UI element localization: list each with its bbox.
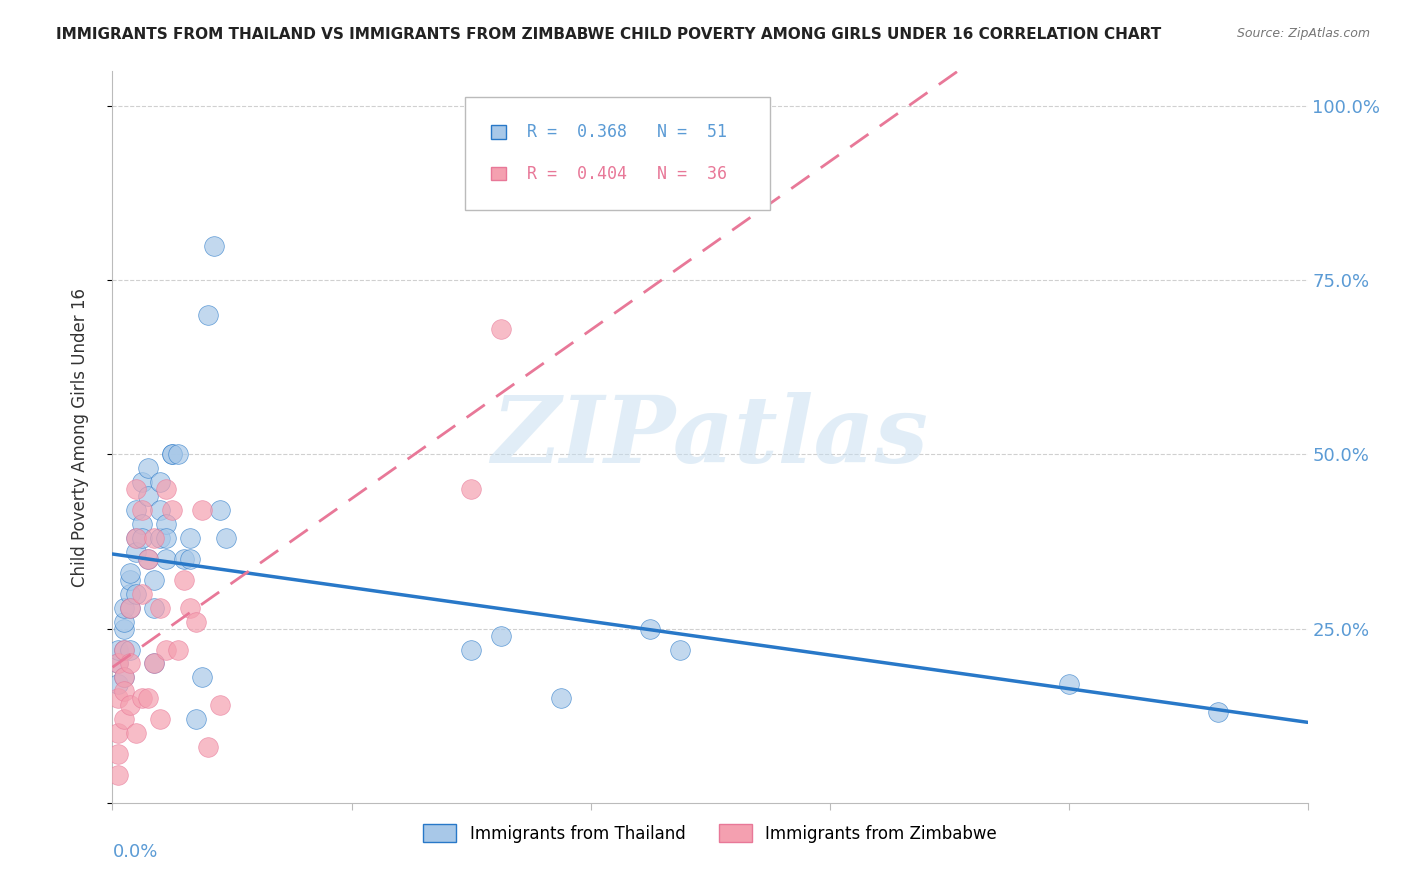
Point — [131, 475, 153, 490]
Point — [107, 677, 129, 691]
Point — [149, 600, 172, 615]
Point — [197, 740, 219, 755]
Point — [191, 503, 214, 517]
Point — [149, 531, 172, 545]
Point — [179, 531, 201, 545]
Point — [640, 622, 662, 636]
Point — [120, 566, 142, 580]
Point — [120, 587, 142, 601]
Point — [197, 308, 219, 322]
Point — [107, 691, 129, 706]
Point — [173, 552, 195, 566]
Point — [209, 503, 232, 517]
Point — [107, 768, 129, 782]
Point — [114, 642, 135, 657]
Point — [131, 531, 153, 545]
Point — [669, 642, 692, 657]
Point — [155, 552, 177, 566]
Text: IMMIGRANTS FROM THAILAND VS IMMIGRANTS FROM ZIMBABWE CHILD POVERTY AMONG GIRLS U: IMMIGRANTS FROM THAILAND VS IMMIGRANTS F… — [56, 27, 1161, 42]
Point — [162, 503, 183, 517]
Point — [114, 600, 135, 615]
Point — [114, 642, 135, 657]
Point — [125, 483, 148, 497]
Point — [143, 657, 166, 671]
Point — [155, 517, 177, 532]
Point — [191, 670, 214, 684]
Point — [107, 747, 129, 761]
Point — [125, 503, 148, 517]
Point — [143, 657, 166, 671]
Point — [550, 691, 572, 706]
Point — [107, 642, 129, 657]
Point — [1206, 705, 1229, 719]
Point — [143, 600, 166, 615]
Text: 0.0%: 0.0% — [112, 843, 157, 861]
Point — [489, 629, 512, 643]
Point — [209, 698, 232, 713]
Point — [167, 448, 190, 462]
Point — [131, 517, 153, 532]
Point — [155, 531, 177, 545]
Point — [114, 712, 135, 726]
Point — [155, 483, 177, 497]
Text: Source: ZipAtlas.com: Source: ZipAtlas.com — [1237, 27, 1371, 40]
Point — [120, 573, 142, 587]
Point — [114, 670, 135, 684]
Point — [489, 322, 512, 336]
FancyBboxPatch shape — [465, 97, 770, 211]
Point — [120, 600, 142, 615]
Point — [107, 657, 129, 671]
FancyBboxPatch shape — [491, 126, 506, 138]
Point — [149, 503, 172, 517]
Point — [107, 657, 129, 671]
Point — [149, 712, 172, 726]
Point — [179, 552, 201, 566]
Point — [162, 448, 183, 462]
Point — [162, 448, 183, 462]
Point — [114, 684, 135, 698]
Point — [131, 691, 153, 706]
Point — [125, 531, 148, 545]
Text: R =  0.368   N =  51: R = 0.368 N = 51 — [527, 123, 727, 141]
Point — [125, 545, 148, 559]
Point — [114, 615, 135, 629]
Point — [149, 475, 172, 490]
Point — [138, 461, 160, 475]
Point — [125, 587, 148, 601]
Point — [143, 573, 166, 587]
Point — [138, 552, 160, 566]
Legend: Immigrants from Thailand, Immigrants from Zimbabwe: Immigrants from Thailand, Immigrants fro… — [416, 818, 1004, 849]
Point — [460, 483, 482, 497]
FancyBboxPatch shape — [491, 167, 506, 180]
Point — [138, 489, 160, 503]
Point — [131, 503, 153, 517]
Point — [107, 726, 129, 740]
Point — [120, 698, 142, 713]
Point — [114, 622, 135, 636]
Point — [179, 600, 201, 615]
Point — [215, 531, 238, 545]
Point — [202, 238, 225, 252]
Point — [186, 712, 208, 726]
Point — [138, 552, 160, 566]
Point — [460, 642, 482, 657]
Point — [173, 573, 195, 587]
Point — [125, 531, 148, 545]
Text: R =  0.404   N =  36: R = 0.404 N = 36 — [527, 165, 727, 183]
Point — [186, 615, 208, 629]
Point — [125, 726, 148, 740]
Point — [1057, 677, 1080, 691]
Point — [120, 600, 142, 615]
Point — [167, 642, 190, 657]
Point — [120, 642, 142, 657]
Point — [155, 642, 177, 657]
Point — [131, 587, 153, 601]
Point — [138, 691, 160, 706]
Point — [120, 657, 142, 671]
Point — [114, 670, 135, 684]
Text: ZIPatlas: ZIPatlas — [492, 392, 928, 482]
Y-axis label: Child Poverty Among Girls Under 16: Child Poverty Among Girls Under 16 — [70, 287, 89, 587]
Point — [143, 531, 166, 545]
